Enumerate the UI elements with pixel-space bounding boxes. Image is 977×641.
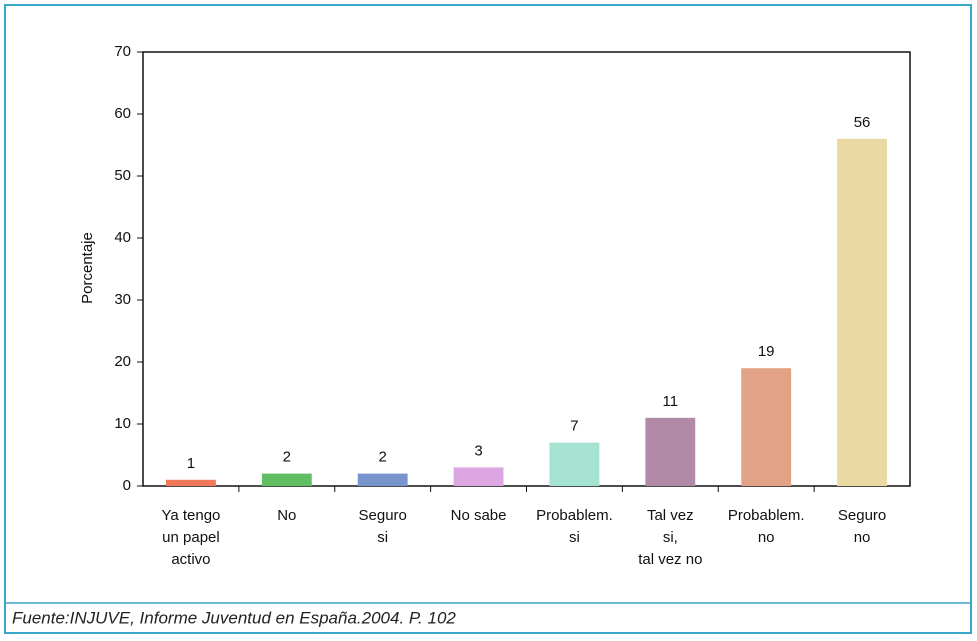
- y-tick-label: 50: [114, 167, 131, 184]
- x-tick-label: Ya tengo: [161, 507, 220, 524]
- bar: [453, 467, 504, 486]
- x-tick-label: Seguro: [359, 507, 407, 524]
- data-label: 19: [758, 343, 775, 360]
- x-tick-label: No: [277, 507, 296, 524]
- x-tick-label: no: [854, 529, 871, 546]
- data-label: 2: [283, 449, 291, 466]
- y-tick-label: 10: [114, 415, 131, 432]
- y-tick-label: 20: [114, 353, 131, 370]
- data-label: 11: [663, 393, 679, 410]
- y-tick-label: 40: [114, 229, 131, 246]
- x-tick-label: tal vez no: [638, 551, 702, 568]
- bar: [261, 473, 312, 486]
- bar: [837, 138, 887, 487]
- x-tick-label: si,: [663, 529, 678, 546]
- x-tick-label: Probablem.: [536, 507, 613, 524]
- x-tick-label: si: [569, 529, 580, 546]
- x-tick-label: Tal vez: [647, 507, 694, 524]
- data-label: 3: [474, 442, 482, 459]
- y-tick-label: 70: [114, 43, 131, 60]
- x-tick-label: si: [377, 529, 388, 546]
- caption: Fuente:INJUVE, Informe Juventud en Españ…: [12, 608, 456, 627]
- y-tick-label: 0: [123, 477, 131, 494]
- data-label: 2: [379, 449, 387, 466]
- y-tick-label: 30: [114, 291, 131, 308]
- x-tick-label: no: [758, 529, 775, 546]
- x-tick-label: un papel: [162, 529, 220, 546]
- bar: [645, 417, 696, 486]
- data-label: 1: [187, 455, 195, 472]
- bar: [741, 368, 792, 486]
- x-tick-label: No sabe: [451, 507, 507, 524]
- frame: [4, 4, 972, 634]
- data-label: 56: [854, 114, 871, 131]
- x-tick-label: Probablem.: [728, 507, 805, 524]
- y-tick-label: 60: [114, 105, 131, 122]
- data-label: 7: [570, 418, 578, 435]
- x-tick-label: Seguro: [838, 507, 886, 524]
- bar: [166, 479, 216, 486]
- plot-frame: [142, 51, 911, 487]
- bar: [357, 473, 408, 486]
- bar: [549, 442, 600, 486]
- x-tick-label: activo: [171, 551, 210, 568]
- y-axis-label: Porcentaje: [79, 232, 96, 304]
